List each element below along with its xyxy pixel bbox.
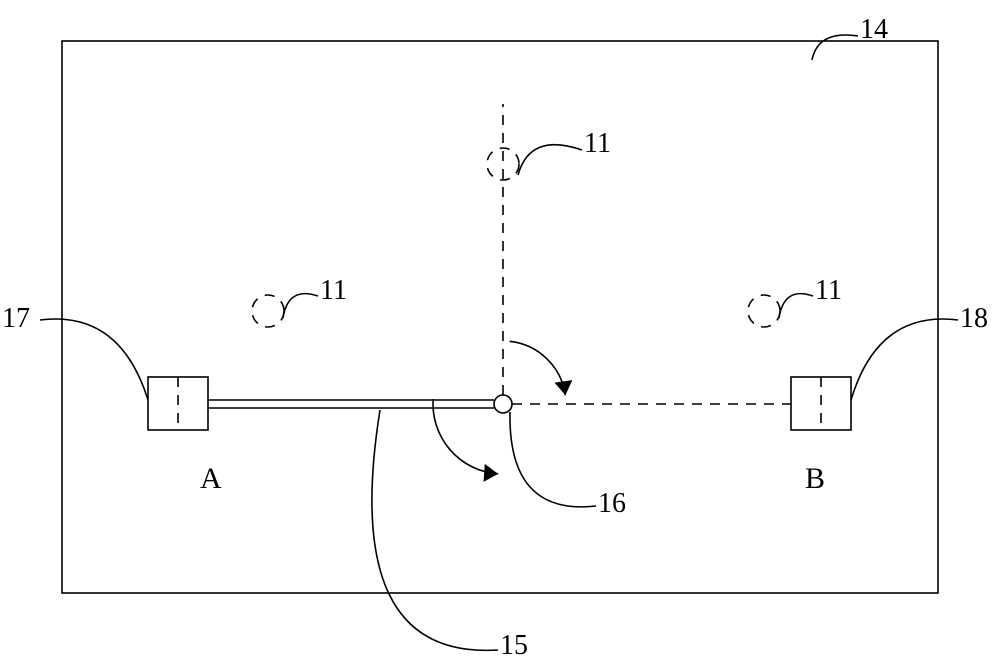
label-11-left: 11 [320,275,347,307]
label-11-top: 11 [584,128,611,160]
label-15: 15 [500,630,528,662]
label-11-right: 11 [815,275,842,307]
label-14: 14 [860,14,888,46]
diagram-svg [0,0,1000,672]
label-16: 16 [598,488,626,520]
diagram-canvas: { "canvas": { "width": 1000, "height": 6… [0,0,1000,672]
label-17: 17 [2,303,30,335]
label-B: B [805,462,825,496]
label-18: 18 [960,303,988,335]
label-A: A [200,462,222,496]
